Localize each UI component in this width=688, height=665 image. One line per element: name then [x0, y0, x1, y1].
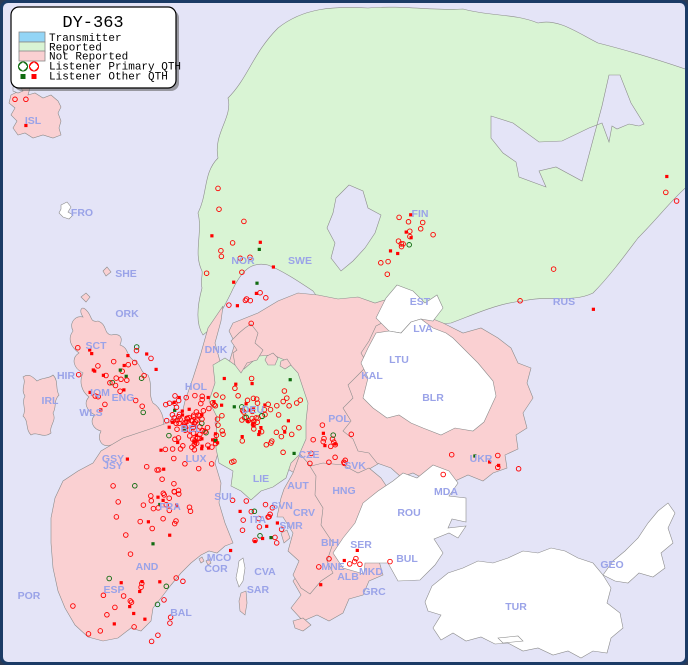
- svg-text:FRO: FRO: [71, 207, 93, 219]
- svg-text:SCT: SCT: [86, 340, 108, 352]
- svg-text:IRL: IRL: [42, 395, 60, 407]
- svg-text:ROU: ROU: [397, 507, 420, 519]
- svg-text:BUL: BUL: [396, 553, 418, 565]
- svg-text:SVN: SVN: [271, 500, 293, 512]
- svg-text:UKR: UKR: [470, 453, 493, 465]
- svg-text:ORK: ORK: [115, 308, 139, 320]
- svg-text:KAL: KAL: [361, 370, 383, 382]
- svg-text:HNG: HNG: [332, 485, 355, 497]
- svg-text:NOR: NOR: [231, 255, 255, 267]
- svg-text:DY-363: DY-363: [62, 14, 123, 33]
- svg-text:FRA: FRA: [159, 501, 181, 513]
- svg-text:ISL: ISL: [25, 115, 42, 127]
- svg-text:JSY: JSY: [103, 460, 123, 472]
- svg-text:Listener Other QTH: Listener Other QTH: [49, 72, 168, 84]
- svg-text:POR: POR: [18, 590, 41, 602]
- svg-text:RUS: RUS: [553, 296, 575, 308]
- svg-text:DEU: DEU: [242, 404, 264, 416]
- svg-text:SER: SER: [350, 539, 372, 551]
- svg-text:GEO: GEO: [600, 559, 623, 571]
- svg-text:EST: EST: [410, 296, 431, 308]
- svg-text:BAL: BAL: [170, 607, 192, 619]
- svg-text:ITA: ITA: [250, 514, 267, 526]
- svg-text:FIN: FIN: [412, 208, 429, 220]
- svg-text:AUT: AUT: [287, 480, 309, 492]
- svg-text:SUI: SUI: [214, 491, 232, 503]
- svg-text:SVK: SVK: [344, 460, 366, 472]
- svg-text:CVA: CVA: [254, 566, 276, 578]
- svg-text:HIR: HIR: [57, 370, 76, 382]
- svg-text:AND: AND: [136, 561, 159, 573]
- svg-text:MKD: MKD: [359, 566, 383, 578]
- svg-text:BEL: BEL: [181, 423, 203, 435]
- svg-text:WLS: WLS: [79, 407, 102, 419]
- svg-text:TUR: TUR: [505, 601, 527, 613]
- svg-text:MDA: MDA: [434, 486, 458, 498]
- svg-text:IQM: IQM: [90, 387, 110, 399]
- svg-text:HOL: HOL: [185, 381, 208, 393]
- svg-text:DNK: DNK: [205, 344, 228, 356]
- svg-text:POL: POL: [328, 413, 350, 425]
- svg-text:CRV: CRV: [293, 507, 315, 519]
- svg-text:BIH: BIH: [321, 537, 339, 549]
- svg-text:ESP: ESP: [103, 584, 124, 596]
- svg-text:COR: COR: [204, 563, 228, 575]
- svg-text:SAR: SAR: [247, 584, 270, 596]
- svg-text:ENG: ENG: [112, 392, 135, 404]
- svg-text:LIE: LIE: [253, 473, 269, 485]
- svg-text:LTU: LTU: [389, 354, 409, 366]
- svg-text:SHE: SHE: [115, 268, 137, 280]
- svg-text:CZE: CZE: [299, 449, 320, 461]
- svg-text:LUX: LUX: [186, 453, 207, 465]
- svg-text:LVA: LVA: [413, 323, 433, 335]
- svg-text:ALB: ALB: [337, 571, 359, 583]
- svg-text:SMR: SMR: [279, 520, 303, 532]
- svg-text:SWE: SWE: [288, 255, 312, 267]
- svg-text:GRC: GRC: [362, 586, 386, 598]
- svg-text:BLR: BLR: [422, 392, 444, 404]
